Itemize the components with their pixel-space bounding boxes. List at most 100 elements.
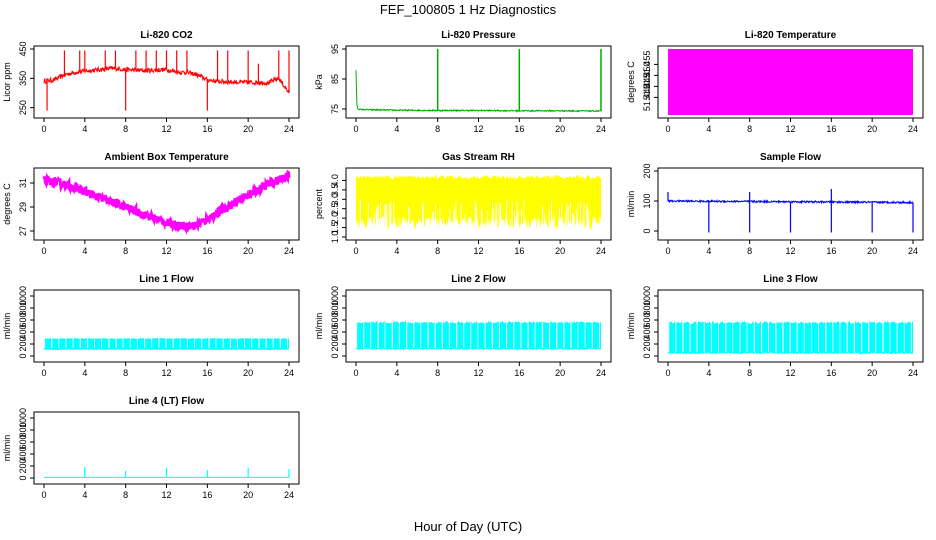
panel-8-xtick-label-4: 16 xyxy=(514,368,524,378)
panel-4-ytick-label-1: 29 xyxy=(18,202,28,212)
panel-3-data xyxy=(668,49,913,115)
panel-9-xtick-label-1: 4 xyxy=(706,368,711,378)
panel-7-ytick-label-2: 400 xyxy=(18,324,28,339)
panel-9-gap xyxy=(768,320,770,353)
panel-1-title: Li-820 CO2 xyxy=(140,30,193,41)
panel-4-ytick-label-2: 31 xyxy=(18,178,28,188)
panel-9-gap xyxy=(668,320,670,353)
panel-10-ytick-label-0: 0 xyxy=(18,475,28,480)
panel-7-gap xyxy=(244,337,245,348)
panel-7-xtick-label-6: 24 xyxy=(284,368,294,378)
panel-1-ytick-label-0: 250 xyxy=(18,100,28,115)
panel-8-gap xyxy=(356,320,358,348)
panel-10-title: Line 4 (LT) Flow xyxy=(129,396,205,407)
panel-8-gap xyxy=(463,320,465,348)
panel-7-gap xyxy=(44,337,46,348)
panel-5-ytick-label-6: 4.0 xyxy=(330,174,340,187)
panel-9-gap xyxy=(889,320,891,353)
panel-7-gap xyxy=(215,337,217,348)
panel-8-gap xyxy=(377,320,379,348)
panel-8-gap xyxy=(484,320,486,348)
panel-9-gap xyxy=(853,320,855,353)
panel-8-xtick-label-1: 4 xyxy=(394,368,399,378)
panel-8-gap xyxy=(420,320,422,348)
panel-9-gap xyxy=(796,320,798,353)
panel-5-xtick-label-4: 16 xyxy=(514,246,524,256)
panel-5-xtick-label-0: 0 xyxy=(353,246,358,256)
panel-7-gap xyxy=(229,337,232,348)
panel-6-xtick-label-3: 12 xyxy=(785,246,795,256)
panel-9-data xyxy=(668,320,913,355)
panel-5-ytick-label-2: 2.0 xyxy=(330,212,340,225)
panel-3-title: Li-820 Temperature xyxy=(745,30,837,41)
panel-10-ytick-label-3: 600 xyxy=(18,434,28,449)
panel-7-band xyxy=(44,338,289,350)
panel-10-data xyxy=(44,467,290,478)
panel-2-xtick-label-0: 0 xyxy=(353,124,358,134)
panel-5-ytick-label-0: 1.0 xyxy=(330,231,340,244)
panel-4-ylabel: degrees C xyxy=(2,183,12,225)
panel-4-xtick-label-2: 8 xyxy=(123,246,128,256)
panel-2-xtick-label-1: 4 xyxy=(394,124,399,134)
panel-9-gap xyxy=(753,320,755,353)
panel-9-xtick-label-4: 16 xyxy=(826,368,836,378)
panel-9: Line 3 Flow ml/min 0 4 8 12 16 20 24 0 20040060080… xyxy=(626,274,924,378)
panel-4-data xyxy=(42,169,291,235)
panel-7-xtick-label-0: 0 xyxy=(41,368,46,378)
panel-10-ylabel: ml/min xyxy=(2,435,12,462)
panel-10-ytick-label-2: 400 xyxy=(18,446,28,461)
panel-5-xtick-label-2: 8 xyxy=(435,246,440,256)
panel-7-gap xyxy=(94,337,95,348)
panel-1-xtick-label-5: 20 xyxy=(243,124,253,134)
panel-7-gap xyxy=(86,337,89,348)
panel-8-gap xyxy=(370,320,372,348)
panel-7-gap xyxy=(58,337,60,348)
panel-3-xtick-label-0: 0 xyxy=(665,124,670,134)
panel-6-xtick-label-2: 8 xyxy=(747,246,752,256)
panel-10-xtick-label-6: 24 xyxy=(284,490,294,500)
panel-9-gap xyxy=(868,320,870,353)
panel-4-xtick-label-4: 16 xyxy=(202,246,212,256)
panel-9-gap xyxy=(760,320,763,353)
panel-7-gap xyxy=(194,337,195,348)
panel-7-gap xyxy=(108,337,110,348)
panel-9-gap xyxy=(846,320,848,353)
panel-9-gap xyxy=(732,320,734,353)
panel-9-gap xyxy=(725,320,727,353)
panel-7-xtick-label-2: 8 xyxy=(123,368,128,378)
panel-10-ytick-label-5: 1000 xyxy=(18,408,28,428)
panel-9-gap xyxy=(696,320,698,353)
panel-5-ytick-label-4: 3.0 xyxy=(330,193,340,206)
panel-8-ytick-label-5: 1000 xyxy=(330,286,340,306)
panel-7-gap xyxy=(79,337,82,348)
panel-9-gap xyxy=(825,320,827,353)
panel-10-xtick-label-3: 12 xyxy=(161,490,171,500)
panel-7-ytick-label-5: 1000 xyxy=(18,286,28,306)
panel-7-gap xyxy=(201,337,203,348)
panel-6-ylabel: ml/min xyxy=(626,191,636,218)
panel-2-title: Li-820 Pressure xyxy=(441,30,516,41)
panel-2-ytick-label-1: 85 xyxy=(330,74,340,84)
panel-8-xtick-label-6: 24 xyxy=(596,368,606,378)
panel-1-xtick-label-6: 24 xyxy=(284,124,294,134)
panel-6-xtick-label-6: 24 xyxy=(908,246,918,256)
panel-9-gap xyxy=(910,320,912,353)
panel-8-gap xyxy=(491,320,494,348)
panel-7-ytick-label-0: 0 xyxy=(18,353,28,358)
panel-9-gap xyxy=(718,320,719,353)
panel-7-gap xyxy=(129,337,131,348)
panel-1-ytick-label-1: 350 xyxy=(18,71,28,86)
panel-8-ytick-label-4: 800 xyxy=(330,300,340,315)
panel-8-gap xyxy=(448,320,450,348)
panel-4-xtick-label-6: 24 xyxy=(284,246,294,256)
panel-9-ytick-label-4: 800 xyxy=(642,300,652,315)
panel-8-gap xyxy=(398,320,400,348)
panel-10: Line 4 (LT) Flow ml/min 0 4 8 12 16 20 24 0 200400… xyxy=(2,396,300,500)
panel-9-ytick-label-3: 600 xyxy=(642,312,652,327)
panel-10-xtick-label-4: 16 xyxy=(202,490,212,500)
panel-2-frame xyxy=(345,45,612,119)
panel-2-xtick-label-2: 8 xyxy=(435,124,440,134)
panel-3-ytick-label-3: 51.455 xyxy=(642,51,652,79)
panel-7-gap xyxy=(179,337,181,348)
